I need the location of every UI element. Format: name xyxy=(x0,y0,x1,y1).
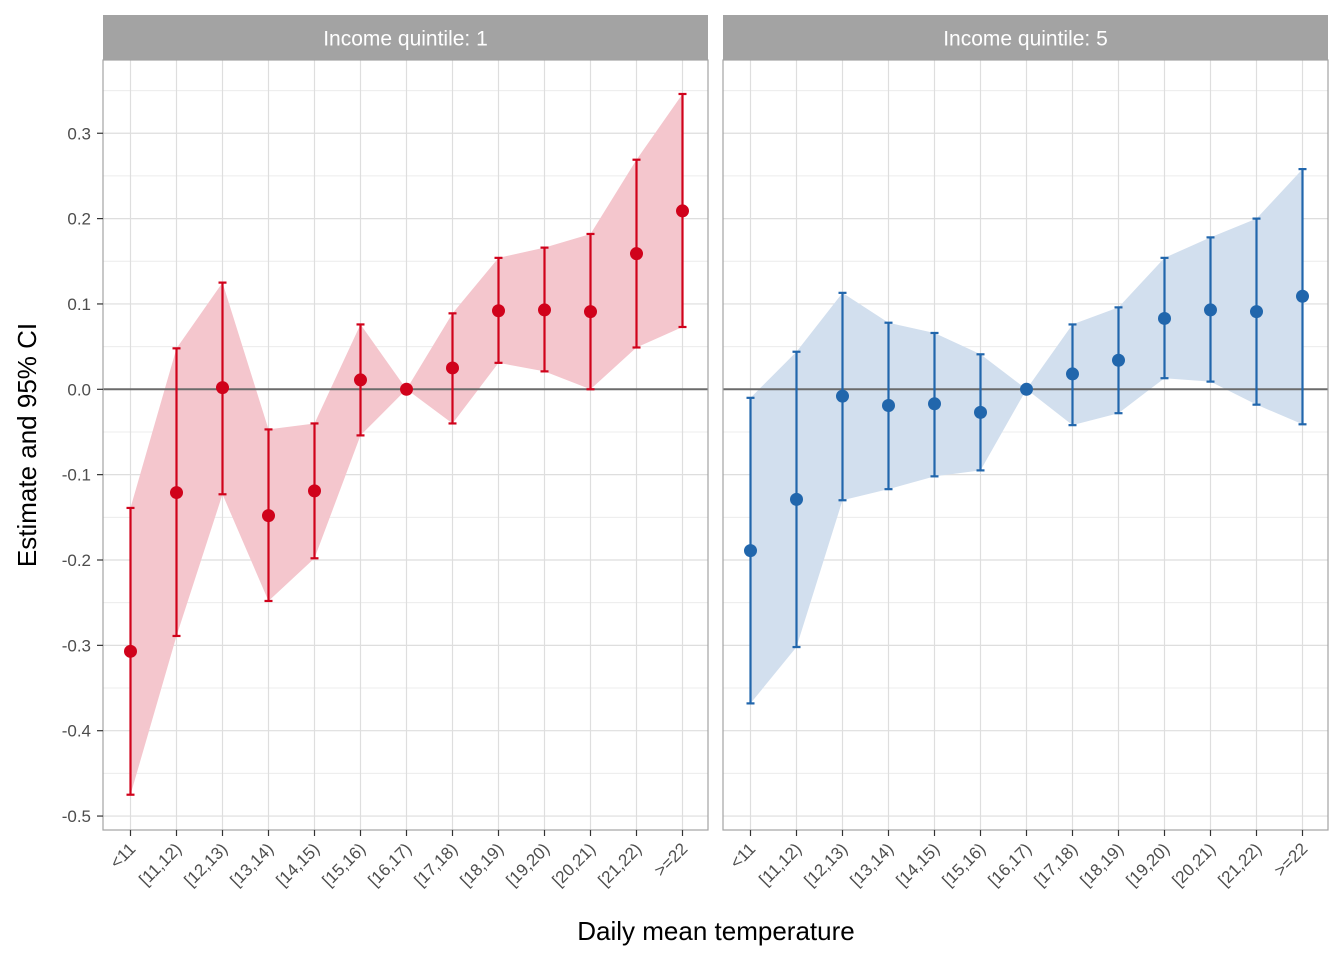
estimate-point xyxy=(1250,305,1263,319)
x-tick-label: [18,19) xyxy=(456,839,507,890)
x-tick-label: [20,21) xyxy=(548,839,599,890)
x-tick-label: [19,20) xyxy=(1122,839,1173,890)
x-tick-label: [15,16) xyxy=(938,839,989,890)
panel-border xyxy=(102,59,709,831)
estimate-point xyxy=(974,405,987,419)
estimate-point xyxy=(1158,311,1171,325)
x-tick-label: [12,13) xyxy=(800,839,851,890)
x-tick-label: [11,12) xyxy=(755,839,805,889)
y-tick-label: -0.1 xyxy=(62,466,91,485)
estimate-point xyxy=(124,644,137,658)
estimate-point xyxy=(1296,289,1309,303)
x-tick-label: [16,17) xyxy=(364,839,415,890)
x-tick-label: [12,13) xyxy=(180,839,231,890)
estimate-point xyxy=(630,247,643,261)
y-tick-label: -0.3 xyxy=(62,636,91,655)
estimate-point xyxy=(216,381,229,395)
strip-label: Income quintile: 5 xyxy=(943,28,1108,51)
y-tick-label: -0.5 xyxy=(62,807,91,826)
estimate-point xyxy=(882,399,895,413)
x-tick-label: [19,20) xyxy=(502,839,553,890)
estimate-point xyxy=(170,486,183,500)
x-tick-label: [17,18) xyxy=(1030,839,1081,890)
x-tick-label: [18,19) xyxy=(1076,839,1127,890)
estimate-point xyxy=(538,303,551,317)
x-tick-label: [21,22) xyxy=(594,839,645,890)
x-tick-label: [13,14) xyxy=(846,839,897,890)
x-tick-label: <11 xyxy=(726,839,759,872)
estimate-point xyxy=(1020,382,1033,396)
y-tick-label: 0.0 xyxy=(67,380,91,399)
estimate-point xyxy=(400,382,413,396)
x-tick-label: >=22 xyxy=(1270,839,1311,880)
estimate-point xyxy=(790,492,803,506)
strip-background xyxy=(723,15,1328,60)
panel-1: Income quintile: 1 <11[11,12)[12,13)[13,1… xyxy=(102,15,709,890)
estimate-point xyxy=(492,304,505,318)
estimate-point xyxy=(262,509,275,523)
x-tick-label: [20,21) xyxy=(1168,839,1219,890)
x-tick-label: [13,14) xyxy=(226,839,277,890)
strip-background xyxy=(103,15,708,60)
x-tick-label: [21,22) xyxy=(1214,839,1265,890)
y-tick-label: -0.2 xyxy=(62,551,91,570)
estimate-point xyxy=(1204,303,1217,317)
y-tick-label: 0.2 xyxy=(67,210,91,229)
estimate-point xyxy=(446,361,459,375)
y-tick-label: 0.3 xyxy=(67,124,91,143)
estimate-point xyxy=(744,544,757,558)
x-tick-label: >=22 xyxy=(650,839,691,880)
estimate-point xyxy=(836,389,849,403)
estimate-point xyxy=(308,484,321,498)
y-tick-label: -0.4 xyxy=(62,722,91,741)
x-tick-label: [17,18) xyxy=(410,839,461,890)
x-tick-label: [14,15) xyxy=(892,839,943,890)
x-axis-title: Daily mean temperature xyxy=(577,916,854,946)
panel-2: Income quintile: 5 <11[11,12)[12,13)[13,1… xyxy=(722,15,1329,890)
estimate-point xyxy=(1112,353,1125,367)
estimate-point xyxy=(676,204,689,218)
estimate-point xyxy=(354,373,367,387)
estimate-point xyxy=(1066,367,1079,381)
x-tick-label: [11,12) xyxy=(135,839,185,889)
x-tick-label: <11 xyxy=(106,839,139,872)
strip-label: Income quintile: 1 xyxy=(323,28,488,51)
x-tick-label: [15,16) xyxy=(318,839,369,890)
estimate-point xyxy=(584,305,597,319)
panel-border xyxy=(722,59,1329,831)
y-tick-label: 0.1 xyxy=(67,295,91,314)
estimate-point xyxy=(928,397,941,411)
x-tick-label: [14,15) xyxy=(272,839,323,890)
x-tick-label: [16,17) xyxy=(984,839,1035,890)
y-axis-title: Estimate and 95% CI xyxy=(12,323,42,567)
